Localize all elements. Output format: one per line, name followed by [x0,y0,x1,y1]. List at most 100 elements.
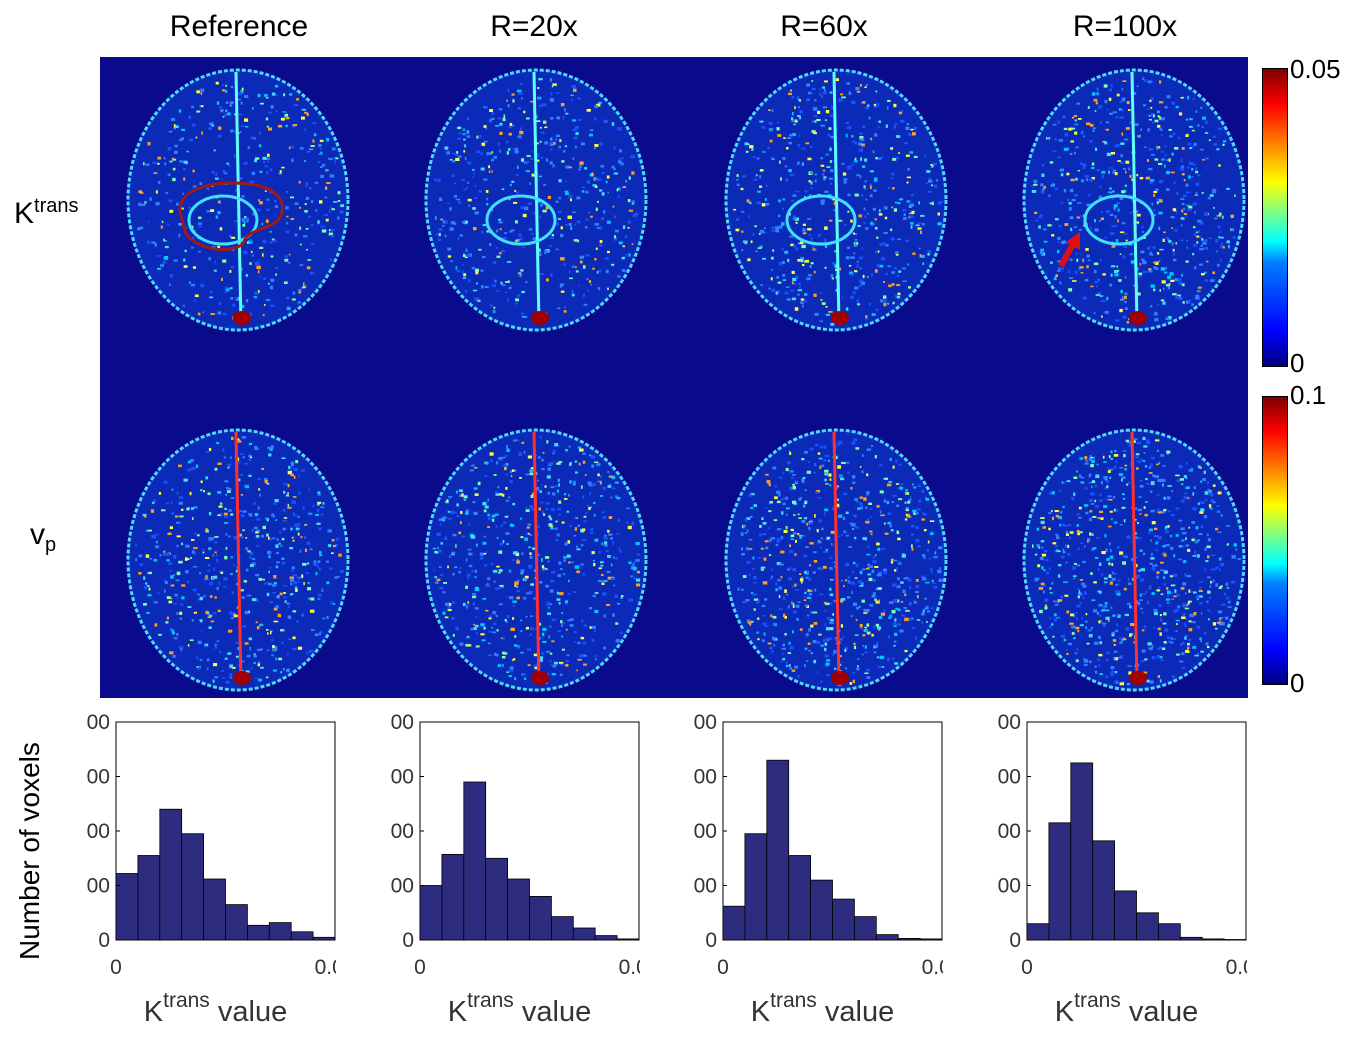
map-speckle [1113,650,1118,653]
map-speckle [785,178,789,182]
map-speckle [791,669,796,672]
map-speckle [1163,287,1165,291]
map-speckle [612,613,615,617]
map-speckle [1173,610,1176,613]
map-speckle [774,496,778,500]
map-speckle [1074,151,1076,155]
map-speckle [753,581,757,584]
map-speckle [864,651,868,654]
map-speckle [1204,271,1207,274]
map-speckle [1201,126,1204,128]
map-speckle [297,646,303,650]
map-speckle [1194,550,1197,555]
map-speckle [589,491,592,496]
map-speckle [1227,244,1230,249]
map-speckle [831,277,834,280]
map-speckle [538,175,543,178]
map-speckle [1073,115,1078,117]
map-speckle [1203,247,1209,250]
map-speckle [304,203,307,206]
map-speckle [1191,521,1195,524]
map-speckle [456,503,459,507]
map-speckle [1119,109,1125,112]
map-speckle [873,644,877,647]
map-speckle [897,585,901,589]
map-speckle [805,573,809,575]
map-speckle [908,204,912,208]
map-speckle [472,602,475,606]
map-speckle [1175,534,1179,537]
map-speckle [301,116,305,120]
map-speckle [1068,270,1070,274]
map-speckle [1091,599,1096,601]
map-speckle [468,523,470,526]
map-speckle [485,190,489,193]
map-speckle [906,263,910,266]
map-speckle [442,516,447,520]
map-speckle [878,126,880,128]
map-speckle [1090,492,1095,496]
map-speckle [152,499,157,502]
map-speckle [1059,510,1063,514]
map-speckle [1199,511,1204,514]
map-speckle [561,648,565,651]
map-speckle [525,160,530,163]
histogram-bar [203,878,226,941]
map-speckle [334,157,339,160]
map-speckle [789,173,794,177]
map-speckle [1094,280,1098,284]
map-speckle [1091,547,1095,551]
map-speckle [762,533,767,536]
map-speckle [806,596,812,599]
map-speckle [294,233,298,237]
map-speckle [910,203,915,207]
map-speckle [256,529,261,533]
map-speckle [806,83,810,87]
map-speckle [502,236,507,240]
map-speckle [793,123,796,126]
map-speckle [1178,297,1183,301]
map-speckle [826,659,831,662]
map-speckle [199,619,203,623]
map-speckle [275,94,279,96]
map-speckle [1179,167,1185,171]
map-speckle [1067,198,1070,202]
map-speckle [1073,476,1078,479]
map-speckle [1113,558,1116,561]
map-speckle [901,267,907,270]
map-speckle [776,537,781,541]
map-speckle [840,477,845,481]
map-speckle [887,657,890,662]
map-speckle [1113,657,1119,661]
map-speckle [257,506,260,510]
map-speckle [506,261,512,263]
map-speckle [270,286,274,290]
map-speckle [1155,508,1160,511]
map-speckle [917,227,922,230]
map-speckle [1215,583,1218,587]
map-speckle [1218,236,1221,239]
map-speckle [216,586,219,590]
lesion-enhancement-ring [485,194,557,246]
map-speckle [792,277,797,282]
map-speckle [583,515,587,518]
map-speckle [854,577,858,579]
map-speckle [313,560,317,564]
map-speckle [872,578,875,583]
map-speckle [1161,479,1166,482]
column-title-r60: R=60x [780,10,868,43]
x-tick-label: 0.05 [1226,956,1247,979]
map-speckle [824,238,827,242]
map-speckle [165,552,171,555]
map-speckle [590,506,592,509]
map-speckle [767,642,772,645]
map-speckle [864,672,869,674]
map-speckle [782,198,786,201]
map-speckle [603,544,608,547]
map-speckle [1090,481,1096,483]
map-speckle [607,191,610,194]
map-speckle [1105,616,1110,620]
map-speckle [198,619,202,621]
map-speckle [256,544,260,547]
map-speckle [904,617,909,622]
